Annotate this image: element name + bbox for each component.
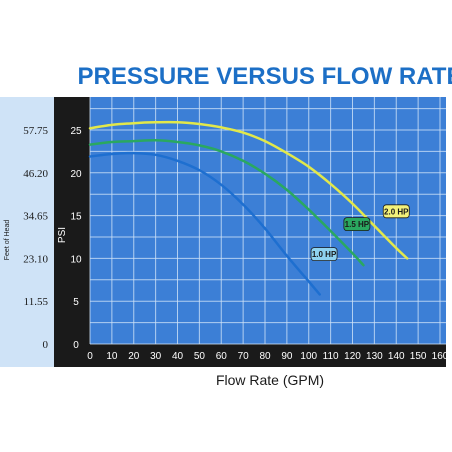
x-tick-label: 140 [388, 351, 405, 362]
feet-of-head-band [0, 97, 54, 367]
x-tick-label: 40 [172, 351, 184, 362]
feet-of-head-axis-label: Feet of Head [4, 220, 11, 261]
series-tag-label: 1.0 HP [312, 250, 337, 259]
x-tick-label: 50 [194, 351, 206, 362]
x-tick-label: 110 [323, 351, 339, 362]
y-tick-label: 25 [70, 126, 82, 137]
y-tick-label: 5 [73, 297, 79, 308]
series-tag-1-5-hp: 1.5 HP [343, 217, 371, 232]
series-line-1-0-hp [88, 151, 321, 296]
series-tag-label: 1.5 HP [345, 220, 370, 229]
feet-of-head-tick-label: 11.55 [24, 296, 49, 308]
x-tick-label: 160 [432, 351, 449, 362]
chart-title: PRESSURE VERSUS FLOW RATE [78, 63, 452, 90]
series-tag-box [310, 247, 338, 262]
feet-of-head-tick-label: 0 [43, 339, 49, 351]
series-tags: 1.0 HP 1.5 HP 2.0 HP [310, 204, 410, 262]
series-tag-box [343, 217, 371, 232]
x-tick-label: 90 [281, 351, 293, 362]
series-tag-label: 2.0 HP [384, 207, 409, 216]
feet-of-head-tick-labels: 0 11.55 23.10 34.65 46.20 57.75 [23, 125, 48, 351]
x-axis-band [54, 344, 446, 367]
x-tick-label: 100 [300, 351, 317, 362]
x-tick-label: 130 [366, 351, 383, 362]
y-tick-label: 10 [70, 254, 82, 265]
series-tag-box [382, 204, 410, 219]
y-tick-label: 15 [70, 212, 82, 223]
plot-area [90, 97, 446, 344]
series-line-1-5-hp [88, 139, 365, 267]
series-line-2-0-hp [88, 120, 409, 260]
feet-of-head-tick-label: 57.75 [23, 125, 48, 137]
x-tick-label: 150 [410, 351, 427, 362]
y-axis-label: PSI [57, 227, 68, 243]
series-tag-2-0-hp: 2.0 HP [382, 204, 410, 219]
y-tick-label: 0 [73, 340, 79, 351]
x-tick-label: 10 [106, 351, 118, 362]
x-tick-label: 120 [344, 351, 361, 362]
series-tag-1-0-hp: 1.0 HP [310, 247, 338, 262]
x-tick-labels: 0 10 20 30 40 50 60 70 80 90 100 110 120 130 140 150 160 [87, 351, 449, 362]
x-tick-label: 70 [238, 351, 250, 362]
x-tick-label: 0 [87, 351, 93, 362]
x-axis-label: Flow Rate (GPM) [216, 372, 324, 388]
x-tick-label: 80 [259, 351, 271, 362]
feet-of-head-tick-label: 46.20 [23, 168, 48, 180]
series-lines [88, 120, 409, 296]
y-tick-labels: 0 5 10 15 20 25 [70, 126, 82, 351]
psi-axis-band [54, 97, 90, 367]
x-tick-label: 30 [150, 351, 162, 362]
x-tick-label: 20 [128, 351, 140, 362]
y-tick-label: 20 [70, 169, 82, 180]
x-tick-label: 60 [216, 351, 228, 362]
feet-of-head-tick-label: 34.65 [23, 211, 48, 223]
feet-of-head-tick-label: 23.10 [23, 253, 48, 265]
